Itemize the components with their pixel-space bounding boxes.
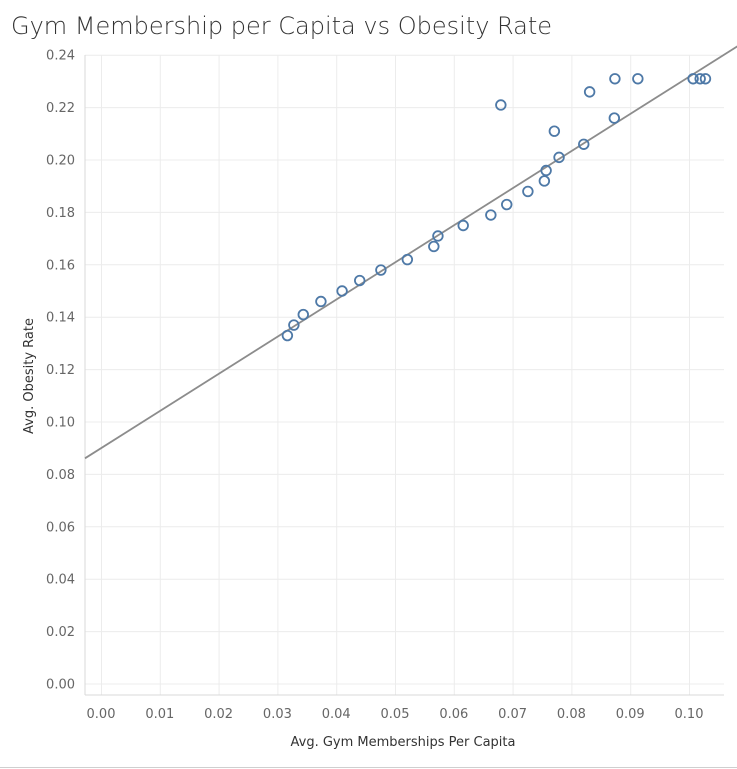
data-point[interactable]	[428, 240, 440, 253]
data-point[interactable]	[297, 308, 309, 321]
y-tick-label: 0.18	[46, 206, 75, 221]
data-point[interactable]	[687, 73, 699, 85]
data-point[interactable]	[553, 151, 565, 164]
data-point[interactable]	[632, 73, 644, 85]
gridlines	[85, 54, 724, 695]
y-tick-label: 0.24	[46, 49, 75, 64]
x-tick-label: 0.10	[675, 707, 704, 722]
trend-line-group	[84, 45, 737, 460]
data-point[interactable]	[538, 175, 551, 187]
axes: 0.00 0.02 0.04 0.06 0.08 0.10 0.12 0.14 0.16 0.18…	[46, 49, 724, 722]
data-point[interactable]	[281, 329, 294, 342]
y-tick-label: 0.06	[46, 520, 75, 535]
y-tick-label: 0.22	[46, 101, 75, 116]
y-tick-label: 0.20	[46, 154, 75, 169]
bottom-divider	[0, 767, 737, 768]
trend-line	[84, 45, 737, 460]
data-point[interactable]	[457, 219, 469, 232]
y-tick-label: 0.14	[46, 311, 75, 326]
data-point[interactable]	[699, 73, 712, 85]
data-point[interactable]	[288, 319, 300, 331]
x-tick-label: 0.07	[498, 707, 527, 722]
data-point[interactable]	[522, 185, 534, 198]
data-point[interactable]	[401, 253, 414, 266]
data-point[interactable]	[608, 112, 621, 124]
chart-title: Gym Membership per Capita vs Obesity Rat…	[11, 12, 553, 40]
y-tick-label: 0.10	[46, 416, 75, 431]
data-point[interactable]	[354, 274, 366, 287]
data-point[interactable]	[336, 285, 348, 297]
data-point[interactable]	[501, 198, 513, 211]
data-point[interactable]	[694, 73, 706, 85]
x-axis-label: Avg. Gym Memberships Per Capita	[291, 735, 516, 750]
data-point[interactable]	[548, 125, 561, 137]
data-point[interactable]	[583, 86, 596, 98]
x-tick-label: 0.04	[322, 707, 351, 722]
x-tick-label: 0.08	[557, 707, 586, 722]
x-tick-label: 0.00	[87, 707, 116, 722]
y-tick-label: 0.08	[46, 468, 75, 483]
y-tick-label: 0.16	[46, 258, 75, 273]
y-tick-label: 0.02	[46, 625, 75, 640]
y-tick-label: 0.00	[46, 678, 75, 693]
x-tick-label: 0.03	[263, 707, 292, 722]
data-point[interactable]	[315, 295, 327, 308]
y-tick-label: 0.12	[46, 363, 75, 378]
y-tick-label: 0.04	[46, 573, 75, 588]
x-tick-label: 0.01	[145, 707, 174, 722]
data-point[interactable]	[578, 138, 590, 150]
y-axis-label: Avg. Obesity Rate	[22, 318, 37, 434]
x-tick-label: 0.09	[616, 707, 645, 722]
data-point[interactable]	[495, 99, 507, 111]
data-point[interactable]	[540, 164, 552, 177]
data-point[interactable]	[375, 264, 387, 276]
data-point[interactable]	[485, 209, 497, 221]
data-point[interactable]	[609, 73, 621, 85]
data-point[interactable]	[432, 230, 444, 242]
x-tick-label: 0.06	[439, 707, 468, 722]
x-tick-label: 0.05	[381, 707, 410, 722]
data-points	[281, 73, 712, 342]
x-tick-label: 0.02	[204, 707, 233, 722]
